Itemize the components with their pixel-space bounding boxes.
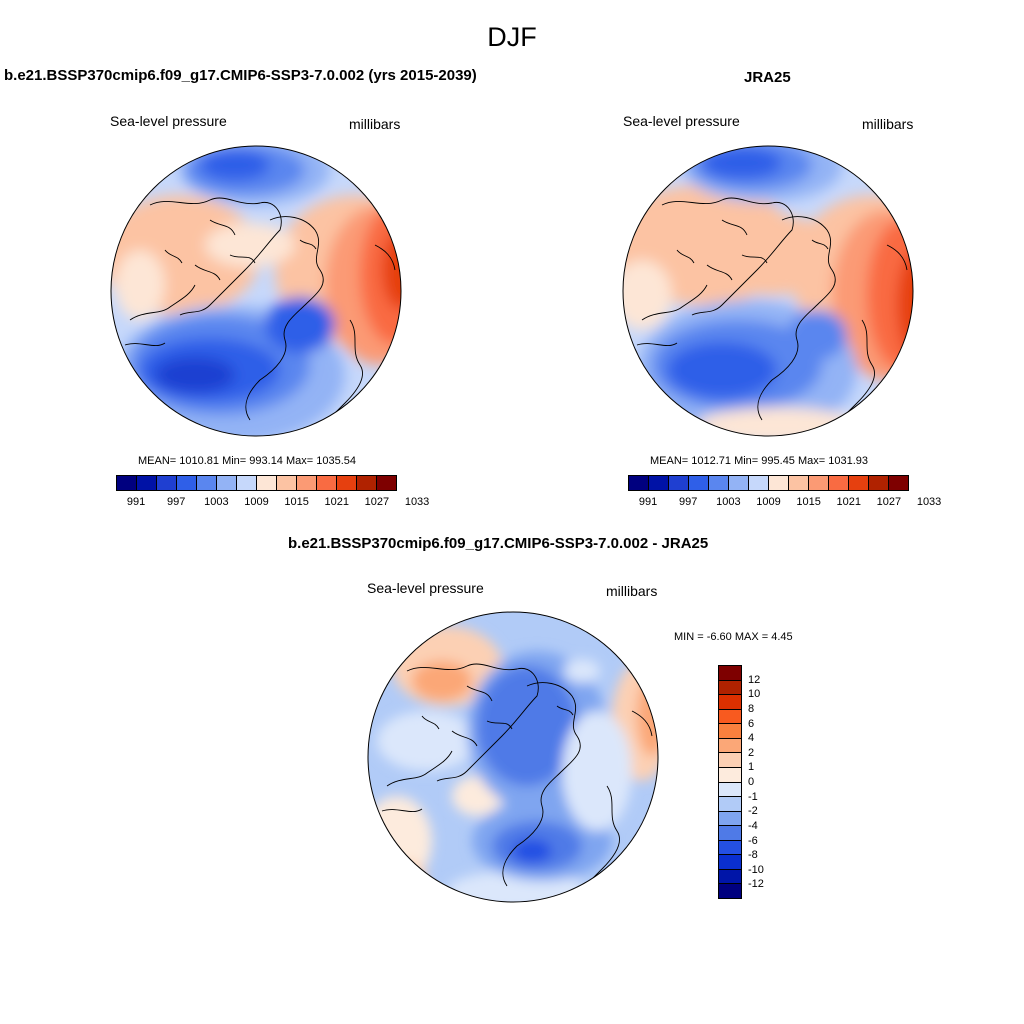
diff-colorbar-tick-label: -4 — [748, 819, 758, 832]
model-colorbar-tick-label: 1021 — [324, 496, 350, 508]
diff-panel-title: b.e21.BSSP370cmip6.f09_g17.CMIP6-SSP3-7.… — [288, 535, 709, 552]
obs-panel-title: JRA25 — [744, 69, 791, 86]
model-colorbar-swatch — [357, 476, 377, 490]
obs-colorbar-swatch — [769, 476, 789, 490]
obs-colorbar-tick-label: 1009 — [756, 496, 781, 508]
diff-colorbar-tick-label: 1 — [748, 761, 755, 774]
diff-colorbar-tick-label: -12 — [748, 878, 764, 891]
obs-colorbar-swatch — [849, 476, 869, 490]
diff-colorbar-swatch — [719, 797, 741, 812]
model-colorbar-swatch — [377, 476, 396, 490]
diff-variable-label: Sea-level pressure — [367, 580, 484, 596]
diff-colorbar-swatch — [719, 840, 741, 856]
obs-colorbar-tick-label: 1015 — [796, 496, 821, 508]
diff-colorbar-swatch — [719, 767, 741, 783]
model-colorbar-tick-label: 1033 — [404, 496, 430, 508]
diff-colorbar-tick-label: 12 — [748, 673, 761, 686]
diff-colorbar-tick-label: -10 — [748, 863, 764, 876]
diff-colorbar-tick-label: -8 — [748, 849, 758, 862]
obs-colorbar-tick-label: 1003 — [716, 496, 741, 508]
model-colorbar — [116, 475, 397, 491]
obs-colorbar-swatch — [749, 476, 769, 490]
model-colorbar-swatch — [117, 476, 137, 490]
model-colorbar-swatch — [137, 476, 157, 490]
diff-colorbar-tick-label: 4 — [748, 732, 755, 745]
obs-variable-label: Sea-level pressure — [623, 113, 740, 129]
diff-stats: MIN = -6.60 MAX = 4.45 — [674, 631, 793, 643]
obs-colorbar-tick-label: 1021 — [836, 496, 862, 508]
diff-colorbar-swatch — [719, 826, 741, 841]
model-colorbar-tick-label: 1009 — [244, 496, 269, 508]
diff-colorbar-swatch — [719, 884, 741, 898]
model-colorbar-swatch — [197, 476, 217, 490]
model-colorbar-tick-label: 1015 — [284, 496, 309, 508]
diff-colorbar-swatch — [719, 709, 741, 725]
diff-colorbar-tick-label: -6 — [748, 834, 758, 847]
diff-colorbar-swatch — [719, 680, 741, 696]
model-colorbar-tick-label: 1003 — [204, 496, 229, 508]
obs-polar-map — [622, 145, 914, 437]
diff-colorbar-swatch — [719, 695, 741, 710]
diff-colorbar-tick-label: -2 — [748, 805, 758, 818]
model-colorbar-tick-label: 991 — [126, 496, 146, 508]
diff-colorbar-swatch — [719, 782, 741, 798]
diff-units-label: millibars — [606, 583, 658, 599]
obs-colorbar-swatch — [889, 476, 908, 490]
diff-colorbar-swatch — [719, 811, 741, 827]
obs-colorbar-tick-label: 997 — [679, 496, 698, 508]
diff-colorbar-swatch — [719, 855, 741, 870]
model-units-label: millibars — [349, 116, 401, 132]
model-polar-map — [110, 145, 402, 437]
diff-colorbar-tick-label: 2 — [748, 746, 755, 759]
obs-colorbar-tick-label: 1027 — [876, 496, 902, 508]
model-variable-label: Sea-level pressure — [110, 113, 227, 129]
diff-polar-map — [367, 611, 659, 903]
obs-colorbar-swatch — [669, 476, 689, 490]
model-stats: MEAN= 1010.81 Min= 993.14 Max= 1035.54 — [138, 455, 357, 467]
obs-colorbar-tick-label: 991 — [638, 496, 658, 508]
obs-stats: MEAN= 1012.71 Min= 995.45 Max= 1031.93 — [650, 455, 869, 467]
obs-colorbar-swatch — [729, 476, 749, 490]
model-colorbar-swatch — [257, 476, 277, 490]
diff-colorbar-swatch — [719, 738, 741, 754]
obs-colorbar-swatch — [869, 476, 889, 490]
obs-colorbar-swatch — [809, 476, 829, 490]
model-colorbar-swatch — [297, 476, 317, 490]
diff-colorbar-tick-label: 8 — [748, 702, 755, 715]
diff-colorbar-swatch — [719, 724, 741, 739]
page-title: DJF — [487, 22, 537, 52]
model-colorbar-swatch — [177, 476, 197, 490]
model-colorbar-tick-label: 1027 — [364, 496, 390, 508]
model-panel-title: b.e21.BSSP370cmip6.f09_g17.CMIP6-SSP3-7.… — [4, 67, 477, 84]
obs-colorbar-swatch — [789, 476, 809, 490]
model-colorbar-swatch — [217, 476, 237, 490]
diff-colorbar-tick-label: -1 — [748, 790, 758, 803]
diff-colorbar — [718, 665, 742, 899]
obs-colorbar-tick-label: 1033 — [916, 496, 942, 508]
obs-colorbar-swatch — [649, 476, 669, 490]
model-colorbar-swatch — [317, 476, 337, 490]
model-colorbar-swatch — [237, 476, 257, 490]
diff-colorbar-swatch — [719, 666, 741, 681]
obs-units-label: millibars — [862, 116, 914, 132]
diff-colorbar-tick-label: 0 — [748, 776, 755, 788]
diff-colorbar-swatch — [719, 869, 741, 885]
obs-colorbar — [628, 475, 909, 491]
model-colorbar-tick-label: 997 — [167, 496, 186, 508]
obs-colorbar-swatch — [829, 476, 849, 490]
obs-colorbar-swatch — [689, 476, 709, 490]
diff-colorbar-tick-label: 10 — [748, 688, 761, 701]
model-colorbar-swatch — [337, 476, 357, 490]
diff-colorbar-tick-label: 6 — [748, 717, 755, 730]
model-colorbar-swatch — [277, 476, 297, 490]
obs-colorbar-swatch — [629, 476, 649, 490]
diff-colorbar-swatch — [719, 753, 741, 768]
model-colorbar-swatch — [157, 476, 177, 490]
obs-colorbar-swatch — [709, 476, 729, 490]
